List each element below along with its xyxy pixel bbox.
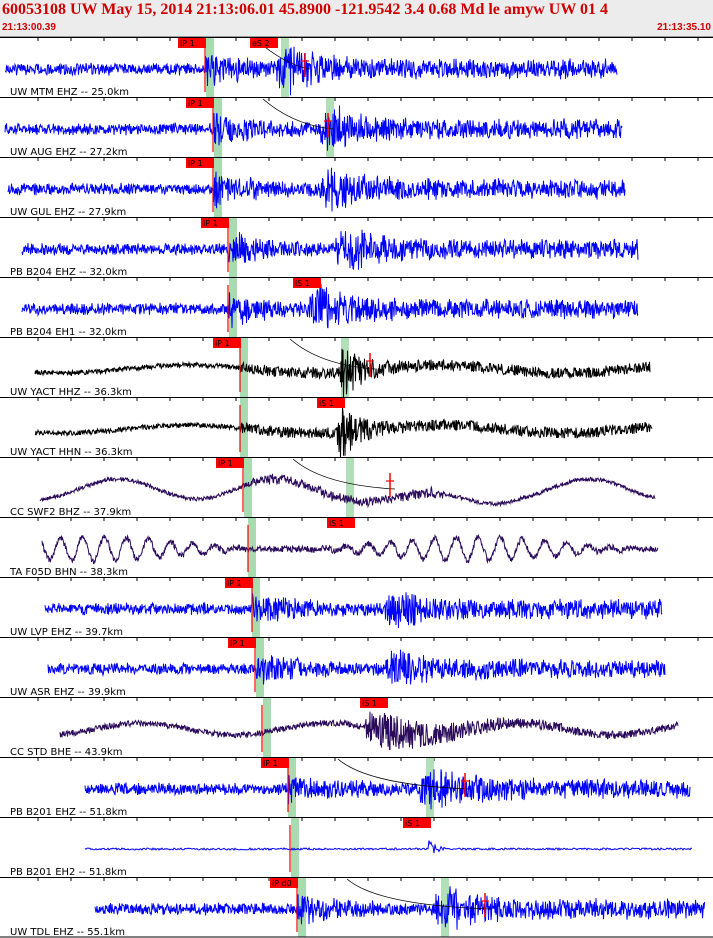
phase-flag[interactable] — [317, 398, 345, 408]
phase-flag[interactable] — [360, 698, 388, 708]
waveform — [39, 473, 656, 509]
trace-label[interactable]: PB B201 EH2 -- 51.8km — [10, 867, 127, 878]
predicted-arrival-band — [256, 638, 264, 697]
trace-label[interactable]: UW LVP EHZ -- 39.7km — [10, 627, 123, 638]
waveform — [41, 533, 659, 565]
trace-row[interactable]: iP 1 CC SWF2 BHZ -- 37.9km — [0, 457, 713, 518]
phase-flag[interactable] — [261, 758, 289, 768]
trace-label[interactable]: PB B204 EHZ -- 32.0km — [10, 267, 127, 278]
phase-flag-label: iS 1 — [362, 699, 377, 708]
trace-row[interactable]: iP 1 eS 2 UW MTM EHZ -- 25.0km — [0, 37, 713, 98]
trace-label[interactable]: UW MTM EHZ -- 25.0km — [10, 87, 129, 98]
trace-row[interactable]: iP 1 UW ASR EHZ -- 39.9km — [0, 637, 713, 698]
predicted-s-band — [441, 878, 449, 937]
travel-time-curve — [292, 458, 396, 490]
trace-row[interactable]: iP 1 UW YACT HHZ -- 36.3km — [0, 337, 713, 398]
phase-flag-label: eS 2 — [252, 39, 270, 48]
trace-label[interactable]: UW ASR EHZ -- 39.9km — [10, 687, 126, 698]
waveform — [84, 840, 692, 854]
phase-flag[interactable] — [178, 38, 206, 48]
waveform — [44, 592, 663, 628]
phase-flag-label: iP 1 — [227, 579, 242, 588]
phase-flag-label: iP 1 — [263, 759, 278, 768]
waveform — [21, 229, 639, 271]
trace-label[interactable]: PB B204 EH1 -- 32.0km — [10, 327, 127, 338]
phase-flag-label: iP 1 — [203, 219, 218, 228]
trace-label[interactable]: UW TDL EHZ -- 55.1km — [10, 927, 125, 938]
predicted-arrival-band — [252, 578, 260, 637]
phase-flag[interactable] — [327, 518, 355, 528]
trace-row[interactable]: iP 1 UW GUL EHZ -- 27.9km — [0, 157, 713, 218]
travel-time-curve — [289, 338, 376, 370]
waveform — [84, 769, 691, 810]
trace-canvas[interactable]: iP 1 eS 2 UW MTM EHZ -- 25.0km iP 1 UW AUG E… — [0, 37, 713, 938]
trace-label[interactable]: CC STD BHE -- 43.9km — [10, 747, 123, 758]
event-header: 60053108 UW May 15, 2014 21:13:06.01 45.… — [0, 0, 713, 37]
trace-label[interactable]: UW YACT HHN -- 36.3km — [10, 447, 133, 458]
phase-flag[interactable] — [293, 278, 321, 288]
trace-row[interactable]: iS 1 PB B204 EH1 -- 32.0km — [0, 277, 713, 338]
trace-row[interactable]: iP 1 PB B204 EHZ -- 32.0km — [0, 217, 713, 278]
waveform — [7, 167, 626, 212]
window-start-time: 21:13:00.39 — [2, 22, 56, 33]
phase-flag-label: iS 1 — [329, 519, 344, 528]
phase-flag-label: iP 1 — [180, 39, 195, 48]
trace-label[interactable]: UW YACT HHZ -- 36.3km — [10, 387, 132, 398]
trace-label[interactable]: UW AUG EHZ -- 27.2km — [10, 147, 128, 158]
travel-time-curve — [346, 878, 491, 910]
phase-flag-label: iS 1 — [319, 399, 334, 408]
waveform — [4, 105, 623, 151]
waveform — [34, 407, 653, 458]
phase-flag-label: iP 1 — [188, 99, 203, 108]
phase-flag-label: iP 1 — [230, 639, 245, 648]
phase-flag[interactable] — [250, 38, 278, 48]
phase-flag[interactable] — [216, 458, 244, 468]
phase-flag-label: iP 1 — [218, 459, 233, 468]
predicted-arrival-band — [214, 158, 222, 217]
trace-label[interactable]: TA F05D BHN -- 38.3km — [9, 567, 128, 578]
phase-flag[interactable] — [186, 98, 214, 108]
trace-row[interactable]: iP 1 UW LVP EHZ -- 39.7km — [0, 577, 713, 638]
trace-row[interactable]: iP d0 UW TDL EHZ -- 55.1km — [0, 877, 713, 938]
phase-flag[interactable] — [213, 338, 241, 348]
phase-flag-label: iP 1 — [215, 339, 230, 348]
trace-label[interactable]: PB B201 EHZ -- 51.8km — [10, 807, 127, 818]
phase-flag-label: iP 1 — [188, 159, 203, 168]
phase-flag[interactable] — [403, 818, 431, 828]
trace-row[interactable]: iS 1 CC STD BHE -- 43.9km — [0, 697, 713, 758]
predicted-arrival-band — [206, 38, 214, 97]
travel-time-curve — [337, 758, 471, 790]
waveform — [5, 46, 618, 96]
phase-flag[interactable] — [228, 638, 256, 648]
window-end-time: 21:13:35.10 — [657, 22, 711, 33]
trace-label[interactable]: CC SWF2 BHZ -- 37.9km — [10, 507, 131, 518]
trace-row[interactable]: iS 1 UW YACT HHN -- 36.3km — [0, 397, 713, 458]
phase-flag-label: iS 1 — [295, 279, 310, 288]
waveform — [21, 284, 639, 329]
trace-row[interactable]: iP 1 PB B201 EHZ -- 51.8km — [0, 757, 713, 818]
phase-flag-label: iP d0 — [272, 879, 292, 888]
trace-row[interactable]: iS 1 TA F05D BHN -- 38.3km — [0, 517, 713, 578]
event-title: 60053108 UW May 15, 2014 21:13:06.01 45.… — [2, 1, 609, 18]
predicted-arrival-band — [291, 818, 299, 877]
waveform — [59, 711, 679, 751]
phase-flag-label: iS 1 — [405, 819, 420, 828]
predicted-arrival-band — [244, 458, 252, 517]
predicted-arrival-band — [263, 698, 271, 757]
travel-time-curve — [262, 98, 334, 130]
trace-row[interactable]: iP 1 UW AUG EHZ -- 27.2km — [0, 97, 713, 158]
predicted-s-band — [346, 458, 354, 517]
trace-row[interactable]: iS 1 PB B201 EH2 -- 51.8km — [0, 817, 713, 878]
waveform — [34, 348, 651, 398]
trace-panel[interactable]: iP 1 eS 2 UW MTM EHZ -- 25.0km iP 1 UW AUG E… — [0, 37, 713, 938]
phase-flag[interactable] — [201, 218, 229, 228]
waveform — [47, 649, 666, 685]
phase-flag[interactable] — [225, 578, 253, 588]
phase-flag[interactable] — [270, 878, 298, 888]
trace-label[interactable]: UW GUL EHZ -- 27.9km — [10, 207, 126, 218]
phase-flag[interactable] — [186, 158, 214, 168]
waveform — [94, 886, 706, 930]
